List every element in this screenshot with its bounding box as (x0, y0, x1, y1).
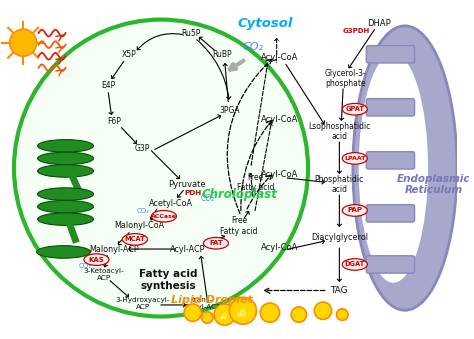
Ellipse shape (240, 308, 246, 317)
Text: CO₂: CO₂ (201, 194, 215, 203)
Text: ACCase: ACCase (151, 214, 177, 219)
Text: G3P: G3P (135, 144, 150, 153)
Circle shape (229, 297, 256, 324)
FancyBboxPatch shape (366, 99, 415, 116)
Text: PDH: PDH (184, 190, 201, 196)
Circle shape (291, 307, 307, 322)
Ellipse shape (37, 188, 93, 200)
Text: G3PDH: G3PDH (343, 28, 370, 34)
Text: Free
Fatty acid: Free Fatty acid (220, 216, 258, 236)
Text: trans-
Enoyl-ACP: trans- Enoyl-ACP (184, 297, 221, 310)
Text: KAS: KAS (89, 257, 104, 263)
Text: Fatty acid: Fatty acid (139, 269, 198, 279)
Text: Ru5P: Ru5P (181, 28, 201, 38)
Text: DHAP: DHAP (367, 19, 391, 28)
FancyBboxPatch shape (366, 152, 415, 169)
Ellipse shape (342, 205, 367, 216)
Text: Chroloplast: Chroloplast (201, 187, 277, 201)
Circle shape (314, 302, 332, 319)
Text: PAP: PAP (347, 207, 362, 214)
Ellipse shape (36, 246, 91, 258)
Text: CO₂: CO₂ (242, 42, 263, 52)
Text: Acyl-CoA: Acyl-CoA (261, 53, 298, 62)
Circle shape (260, 303, 280, 322)
Ellipse shape (203, 237, 228, 249)
Text: MCAT: MCAT (125, 236, 146, 242)
Text: E4P: E4P (101, 81, 115, 89)
Text: 3-Hydroxyacyl-
ACP: 3-Hydroxyacyl- ACP (116, 297, 170, 310)
Text: Pyruvate: Pyruvate (168, 180, 206, 189)
Text: Acyl-CoA: Acyl-CoA (261, 243, 298, 252)
Ellipse shape (37, 152, 93, 165)
Ellipse shape (342, 103, 367, 115)
Ellipse shape (37, 165, 93, 177)
Ellipse shape (151, 211, 176, 222)
Circle shape (184, 304, 201, 321)
Ellipse shape (342, 259, 367, 270)
Text: Acetyl-CoA: Acetyl-CoA (149, 199, 192, 208)
Circle shape (237, 313, 242, 317)
Text: Acyl-CoA: Acyl-CoA (261, 170, 298, 179)
Text: Malonyl-CoA: Malonyl-CoA (115, 221, 165, 231)
Ellipse shape (37, 200, 93, 213)
Circle shape (220, 316, 224, 319)
Circle shape (9, 29, 36, 56)
Text: synthesis: synthesis (141, 281, 197, 291)
Text: Cytosol: Cytosol (237, 17, 293, 30)
Ellipse shape (37, 140, 93, 152)
Ellipse shape (84, 254, 109, 265)
Text: Acyl-ACP: Acyl-ACP (170, 244, 206, 254)
Ellipse shape (222, 313, 227, 320)
Circle shape (337, 309, 348, 320)
Text: Lipid Droplet: Lipid Droplet (171, 295, 253, 305)
Ellipse shape (359, 53, 428, 283)
Text: Malonyl-ACP: Malonyl-ACP (89, 244, 138, 254)
Text: LPAAT: LPAAT (344, 156, 365, 161)
Text: FAT: FAT (209, 240, 223, 246)
Ellipse shape (14, 20, 308, 317)
Text: Glycerol-3-
phosphate: Glycerol-3- phosphate (324, 69, 366, 88)
Text: 3PGA: 3PGA (219, 106, 240, 115)
FancyBboxPatch shape (366, 256, 415, 273)
FancyBboxPatch shape (366, 205, 415, 222)
Text: X5P: X5P (122, 50, 137, 59)
Text: 3-Ketoacyl-
ACP: 3-Ketoacyl- ACP (84, 267, 125, 281)
Text: CO₂: CO₂ (78, 263, 91, 269)
Circle shape (201, 312, 213, 323)
Ellipse shape (353, 26, 457, 310)
Text: Free
Fatty acid: Free Fatty acid (237, 173, 274, 192)
Text: Lsophosphatidic
acid: Lsophosphatidic acid (308, 122, 371, 141)
Ellipse shape (122, 234, 147, 245)
Ellipse shape (37, 213, 93, 225)
Text: Diacylglycerol: Diacylglycerol (311, 233, 368, 242)
Circle shape (214, 304, 235, 325)
Text: Acyl-CoA: Acyl-CoA (261, 115, 298, 124)
Text: Endoplasmic
Reticulum: Endoplasmic Reticulum (397, 174, 471, 195)
Text: CO₂: CO₂ (136, 208, 149, 214)
Ellipse shape (342, 153, 367, 164)
Text: DGAT: DGAT (345, 261, 365, 267)
Text: Phosphatidic
acid: Phosphatidic acid (315, 175, 364, 194)
Text: F6P: F6P (107, 117, 121, 126)
Text: TAG: TAG (330, 286, 348, 295)
Text: RuBP: RuBP (212, 50, 232, 59)
FancyBboxPatch shape (366, 46, 415, 63)
Text: GPAT: GPAT (345, 106, 365, 112)
